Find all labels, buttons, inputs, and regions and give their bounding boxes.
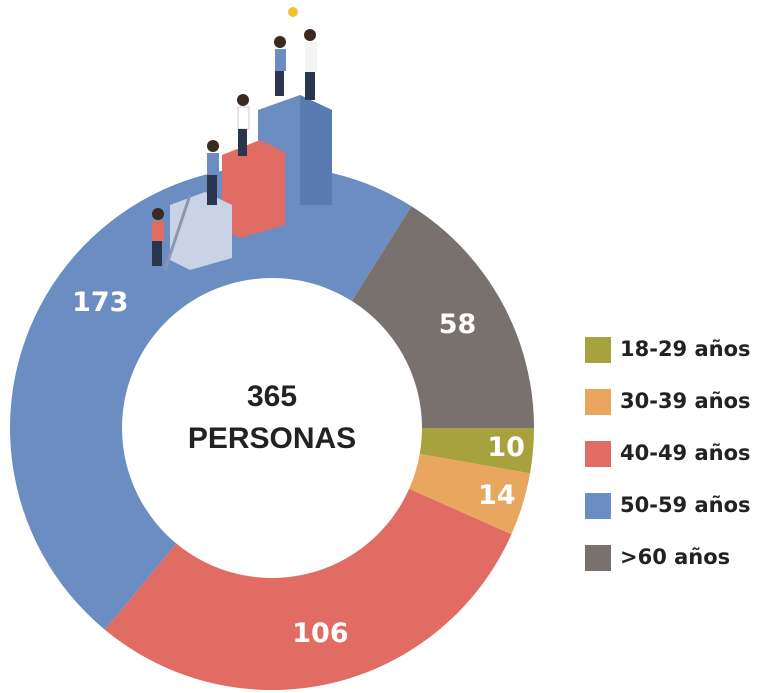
donut-segment bbox=[104, 488, 512, 691]
center-text: 365 bbox=[247, 380, 297, 413]
donut-segment bbox=[9, 165, 412, 630]
legend-swatch bbox=[585, 545, 611, 571]
legend-swatch bbox=[585, 493, 611, 519]
legend-swatch bbox=[585, 389, 611, 415]
illustration bbox=[152, 7, 332, 271]
legend-label: 18-29 años bbox=[620, 337, 751, 361]
legend-label: >60 años bbox=[620, 545, 730, 569]
legend-label: 30-39 años bbox=[620, 389, 751, 413]
legend-swatch bbox=[585, 441, 611, 467]
legend-label: 40-49 años bbox=[620, 441, 751, 465]
donut-segment bbox=[419, 428, 534, 474]
center-text: PERSONAS bbox=[188, 422, 356, 455]
donut-segment bbox=[351, 206, 534, 428]
donut-segment bbox=[409, 453, 531, 535]
value-label: 10 bbox=[487, 432, 525, 463]
value-label: 173 bbox=[72, 287, 128, 318]
value-label: 58 bbox=[439, 309, 477, 340]
legend-swatch bbox=[585, 337, 611, 363]
value-label: 14 bbox=[478, 480, 516, 511]
legend-label: 50-59 años bbox=[620, 493, 751, 517]
value-label: 106 bbox=[292, 618, 348, 649]
